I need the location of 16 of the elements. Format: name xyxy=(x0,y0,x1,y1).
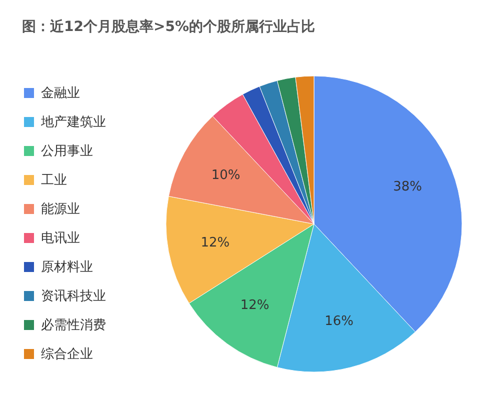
data-label: 12% xyxy=(200,235,230,250)
data-label: 10% xyxy=(211,168,240,184)
legend-label: 综合企业 xyxy=(41,346,93,362)
legend-label: 公用事业 xyxy=(41,142,93,160)
legend-label: 能源业 xyxy=(41,200,80,218)
legend-label: 必需性消费 xyxy=(41,316,106,334)
legend-label: 电讯业 xyxy=(41,230,80,246)
legend-label: 资讯科技业 xyxy=(41,288,106,304)
legend-label: 金融业 xyxy=(41,84,80,102)
data-label: 12% xyxy=(240,298,270,313)
legend-label: 地产建筑业 xyxy=(41,114,106,130)
chart-title: 图：近12个月股息率>5%的个股所属行业占比 xyxy=(22,18,315,36)
legend-label: 原材料业 xyxy=(41,258,93,276)
legend-label: 工业 xyxy=(41,172,67,188)
data-label: 38% xyxy=(393,179,422,194)
data-label: 16% xyxy=(324,314,354,329)
